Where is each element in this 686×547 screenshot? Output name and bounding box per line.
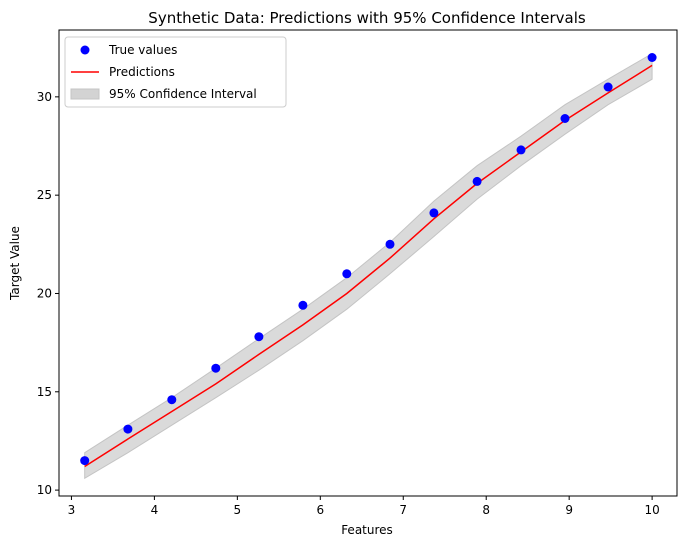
- legend-marker-points: [80, 45, 90, 55]
- plot-frame: [58, 29, 678, 497]
- true-value-point: [80, 456, 90, 466]
- x-tick-label: 10: [644, 503, 659, 517]
- prediction-line: [84, 64, 653, 468]
- true-value-point: [211, 363, 221, 373]
- x-axis-label: Features: [341, 523, 393, 537]
- true-value-point: [123, 424, 133, 434]
- x-tick-label: 7: [399, 503, 407, 517]
- legend-label: Predictions: [109, 65, 175, 79]
- y-tick-label: 30: [37, 90, 52, 104]
- legend-label: 95% Confidence Interval: [109, 87, 257, 101]
- true-value-point: [167, 395, 177, 405]
- true-value-point: [603, 82, 613, 92]
- true-value-point: [429, 208, 439, 218]
- x-tick-label: 4: [151, 503, 159, 517]
- true-value-point: [472, 176, 482, 186]
- y-axis: 10 15 20 25 30: [37, 90, 59, 497]
- true-value-point: [560, 114, 570, 123]
- legend-box: [64, 36, 287, 108]
- x-tick-label: 8: [482, 503, 490, 517]
- true-value-point: [342, 269, 352, 279]
- y-tick-label: 10: [37, 483, 52, 497]
- legend-marker-band: [70, 88, 100, 100]
- y-tick-label: 25: [37, 188, 52, 202]
- plot-area: [80, 52, 657, 480]
- true-value-point: [298, 300, 308, 310]
- legend: True values Predictions 95% Confidence Int…: [64, 36, 287, 108]
- x-tick-label: 3: [68, 503, 76, 517]
- legend-label: True values: [108, 43, 177, 57]
- x-tick-label: 5: [234, 503, 242, 517]
- x-tick-label: 9: [565, 503, 573, 517]
- y-axis-label: Target Value: [8, 226, 22, 301]
- x-axis: 3 4 5 6 7 8 9 10: [68, 496, 660, 517]
- true-value-point: [516, 145, 526, 155]
- chart-title: Synthetic Data: Predictions with 95% Con…: [148, 9, 586, 27]
- true-value-point: [385, 239, 395, 249]
- y-tick-label: 15: [37, 385, 52, 399]
- true-value-point: [647, 53, 657, 62]
- y-tick-label: 20: [37, 286, 52, 300]
- x-tick-label: 6: [316, 503, 324, 517]
- true-value-point: [254, 332, 264, 342]
